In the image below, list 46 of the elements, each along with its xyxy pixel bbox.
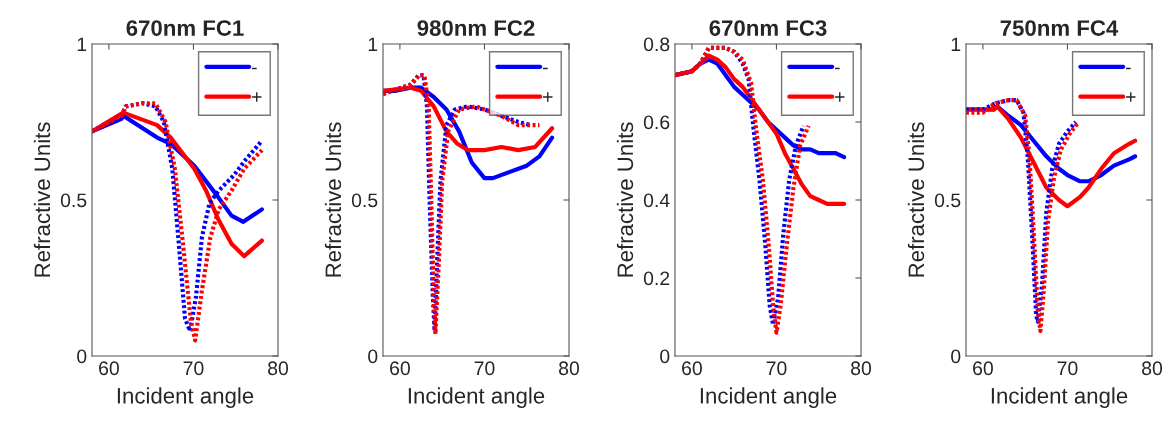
x-tick-label: 60 bbox=[99, 361, 119, 376]
y-axis-title: Refractive Units bbox=[324, 122, 342, 277]
y-axis-title: Refractive Units bbox=[33, 122, 51, 277]
x-tick-label: 60 bbox=[682, 361, 702, 376]
y-axis-title: Refractive Units bbox=[907, 122, 925, 277]
y-tick-label: 1 bbox=[951, 37, 961, 52]
x-tick-label: 70 bbox=[766, 361, 787, 376]
legend-label: + bbox=[835, 92, 845, 102]
y-tick-label: 0 bbox=[77, 349, 87, 364]
legend-label: - bbox=[834, 67, 840, 70]
legend-label: + bbox=[252, 92, 262, 102]
y-tick-label: 0 bbox=[660, 349, 670, 364]
y-tick-label: 0.5 bbox=[60, 193, 87, 208]
legend-label: - bbox=[1125, 67, 1131, 70]
y-tick-label: 0 bbox=[951, 349, 961, 364]
y-tick-label: 0 bbox=[368, 349, 378, 364]
y-tick-label: 1 bbox=[368, 37, 378, 52]
y-tick-label: 0.2 bbox=[643, 271, 670, 286]
chart-title: 750nm FC4 bbox=[1000, 20, 1119, 36]
legend-label: - bbox=[251, 67, 257, 70]
x-tick-label: 60 bbox=[973, 361, 993, 376]
x-axis-title: Incident angle bbox=[991, 387, 1128, 409]
y-tick-label: 0.4 bbox=[643, 193, 670, 208]
y-tick-label: 0.5 bbox=[351, 193, 378, 208]
legend-label: + bbox=[1126, 92, 1136, 102]
x-tick-label: 80 bbox=[851, 361, 872, 376]
x-tick-label: 80 bbox=[1142, 361, 1163, 376]
y-axis-title: Refractive Units bbox=[616, 122, 634, 277]
x-tick-label: 80 bbox=[559, 361, 580, 376]
chart-title: 670nm FC3 bbox=[709, 20, 827, 36]
x-axis-title: Incident angle bbox=[408, 387, 545, 409]
x-tick-label: 70 bbox=[474, 361, 495, 376]
chart-title: 670nm FC1 bbox=[126, 20, 244, 36]
x-tick-label: 60 bbox=[390, 361, 410, 376]
y-tick-label: 0.5 bbox=[934, 193, 961, 208]
x-tick-label: 70 bbox=[1057, 361, 1078, 376]
x-axis-title: Incident angle bbox=[117, 387, 254, 409]
chart-title: 980nm FC2 bbox=[417, 20, 535, 36]
x-axis-title: Incident angle bbox=[700, 387, 837, 409]
x-tick-label: 80 bbox=[268, 361, 289, 376]
y-tick-label: 0.6 bbox=[643, 115, 670, 130]
legend-label: - bbox=[542, 67, 548, 70]
legend-label: + bbox=[543, 92, 553, 102]
x-tick-label: 70 bbox=[183, 361, 204, 376]
y-tick-label: 1 bbox=[77, 37, 87, 52]
y-tick-label: 0.8 bbox=[643, 37, 670, 52]
